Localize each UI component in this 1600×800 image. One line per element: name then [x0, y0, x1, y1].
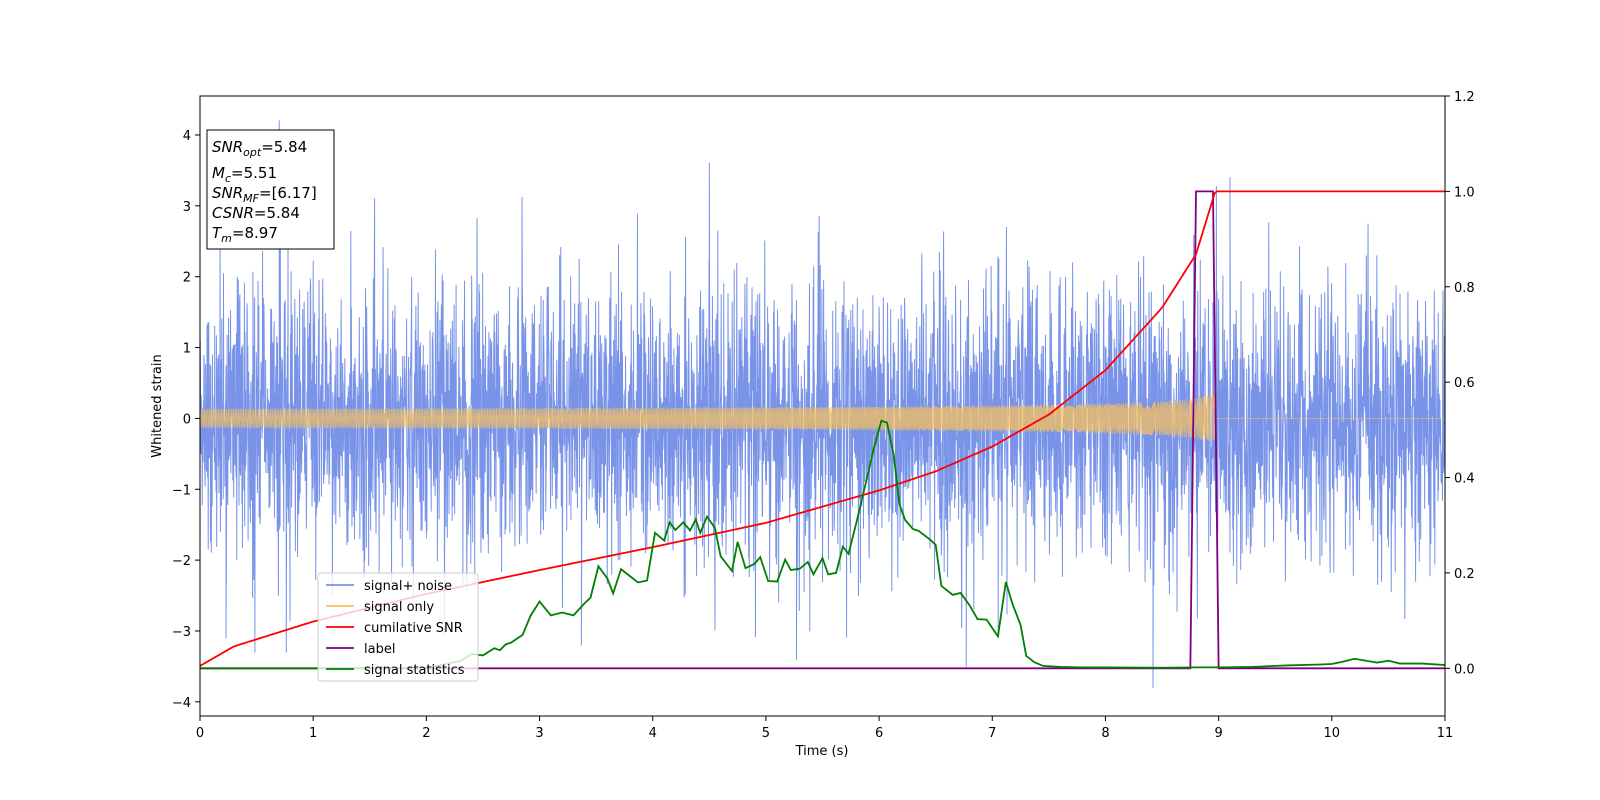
axes-frame — [199, 95, 1446, 717]
info-mc-value: =5.51 — [231, 164, 277, 182]
x-tick-label: 5 — [762, 726, 770, 741]
series-label — [200, 190, 1445, 670]
info-csnr-value: =5.84 — [254, 204, 300, 222]
y-tick-label: 3 — [183, 200, 191, 215]
info-snr-opt-value: =5.84 — [261, 138, 307, 156]
x-tick-label: 2 — [422, 726, 430, 741]
info-mc-symbol: M — [212, 164, 225, 182]
legend-frame — [317, 572, 479, 682]
y2-tick-label: 0.6 — [1454, 376, 1475, 391]
x-tick-label: 9 — [1214, 726, 1222, 741]
y-tick-label: 4 — [183, 129, 191, 144]
info-snr-opt-subscript: opt — [243, 146, 262, 159]
info-tm-subscript: m — [221, 232, 232, 245]
y2-tick-label: 1.2 — [1454, 90, 1475, 105]
y2-tick-label: 1.0 — [1454, 185, 1475, 200]
legend-label-signal-only: signal only — [364, 600, 434, 615]
y-tick-label: 1 — [183, 342, 191, 357]
x-tick-label: 11 — [1437, 726, 1454, 741]
y2-tick-label: 0.4 — [1454, 472, 1475, 487]
info-snr-mf-value: =[6.17] — [259, 184, 317, 202]
series-signal-plus-noise — [200, 120, 1445, 689]
legend-label-cumilative-snr: cumilative SNR — [364, 621, 463, 636]
info-tm-symbol: T — [212, 224, 223, 242]
info-box: SNRopt=5.84 Mc=5.51 SNRMF=[6.17] CSNR=5.… — [206, 129, 335, 250]
legend-label-signal-statistics: signal statistics — [364, 663, 465, 678]
info-mc-subscript: c — [225, 172, 231, 185]
info-snr-mf-subscript: MF — [243, 192, 259, 205]
series-signal-only — [200, 392, 1445, 442]
legend-label-signal-plus-noise: signal+ noise — [364, 579, 452, 594]
y2-axis-ticks: 0.0 0.2 0.4 0.6 0.8 1.0 1.2 — [1445, 90, 1475, 677]
info-tm: Tm=8.97 — [212, 224, 278, 245]
info-snr-mf-symbol: SNR — [212, 184, 243, 202]
x-tick-label: 8 — [1101, 726, 1109, 741]
y2-tick-label: 0.8 — [1454, 281, 1475, 296]
y-tick-label: −3 — [172, 625, 191, 640]
x-tick-label: 4 — [649, 726, 657, 741]
info-csnr-symbol: CSNR — [212, 204, 254, 222]
x-tick-label: 7 — [988, 726, 996, 741]
info-tm-value: =8.97 — [232, 224, 278, 242]
info-snr-opt-symbol: SNR — [212, 138, 243, 156]
y-axis-label: Whitened strain — [150, 354, 165, 457]
x-tick-label: 10 — [1324, 726, 1341, 741]
y-tick-label: 2 — [183, 271, 191, 286]
plot-area — [200, 120, 1445, 689]
info-box-frame — [206, 129, 335, 250]
legend: signal+ noise signal only cumilative SNR… — [317, 572, 479, 682]
y2-tick-label: 0.0 — [1454, 662, 1475, 677]
y-tick-label: −4 — [172, 696, 191, 711]
y-tick-label: 0 — [183, 412, 191, 427]
x-axis-label: Time (s) — [795, 744, 849, 759]
y-axis-ticks: −4 −3 −2 −1 0 1 2 3 4 — [172, 129, 200, 711]
y-tick-label: −1 — [172, 483, 191, 498]
x-tick-label: 0 — [196, 726, 204, 741]
y2-tick-label: 0.2 — [1454, 567, 1475, 582]
x-tick-label: 1 — [309, 726, 317, 741]
info-mc: Mc=5.51 — [212, 164, 277, 185]
info-snr-mf: SNRMF=[6.17] — [212, 184, 317, 205]
legend-label-label: label — [364, 642, 395, 657]
x-tick-label: 6 — [875, 726, 883, 741]
x-tick-label: 3 — [535, 726, 543, 741]
series-signal-statistics — [200, 419, 1445, 670]
x-axis-ticks: 0 1 2 3 4 5 6 7 8 9 10 11 — [196, 716, 1453, 741]
info-csnr: CSNR=5.84 — [212, 204, 300, 222]
info-snr-opt: SNRopt=5.84 — [212, 138, 307, 159]
y-tick-label: −2 — [172, 554, 191, 569]
